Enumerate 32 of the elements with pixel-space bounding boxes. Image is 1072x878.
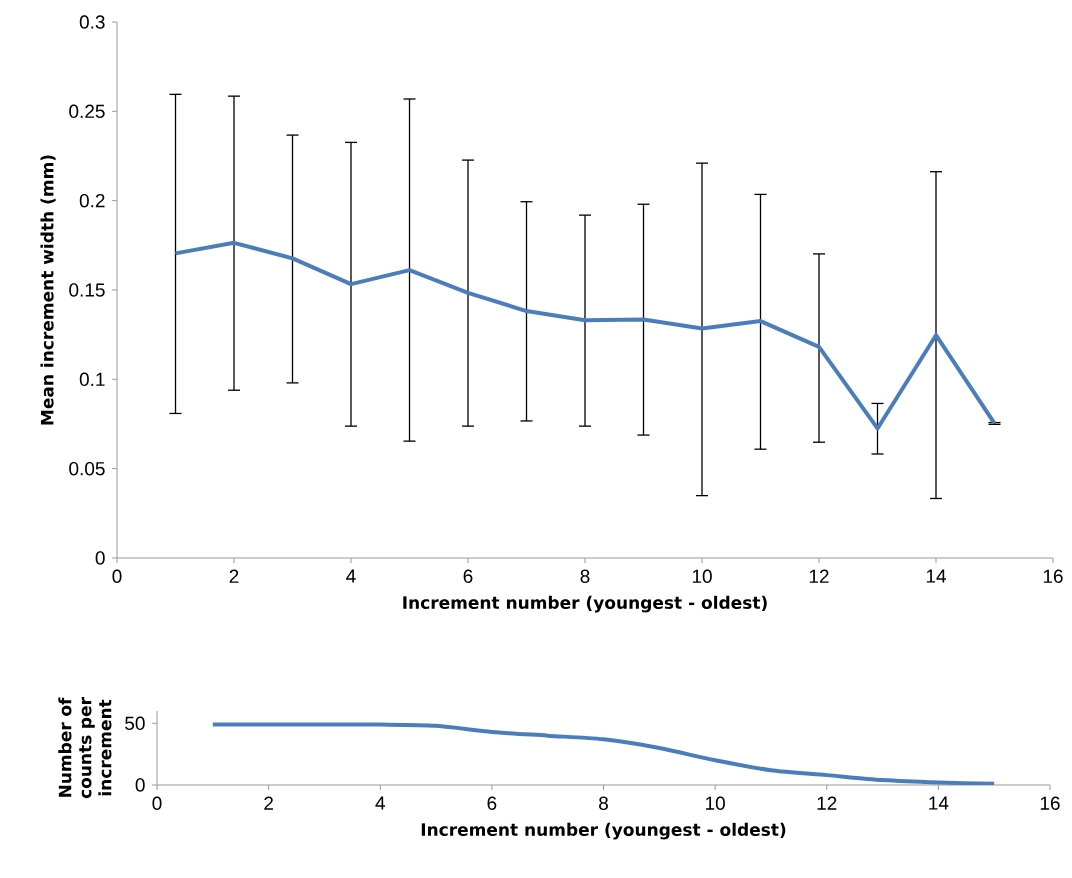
x-tick-label: 16 [1043, 569, 1063, 583]
y-tick-label: 0.2 [79, 193, 105, 208]
line-series [210, 722, 997, 785]
x-tick-label: 4 [375, 796, 385, 810]
x-tick-label: 14 [926, 569, 946, 583]
x-tick-label: 0 [112, 569, 122, 583]
x-tick-label: 2 [229, 569, 239, 583]
x-tick-label: 6 [463, 569, 473, 583]
x-tick-label: 8 [580, 569, 590, 583]
y-tick-label: 0.1 [79, 372, 105, 387]
x-tick-label: 6 [487, 796, 497, 810]
y-tick-label: 0.15 [69, 283, 105, 297]
x-tick-label: 12 [817, 796, 837, 810]
x-tick-label: 10 [706, 796, 725, 810]
y-tick-label: 0.05 [69, 461, 105, 476]
x-tick-label: 14 [929, 796, 949, 810]
x-tick-label: 4 [346, 569, 356, 583]
y-tick-label: 0 [95, 551, 105, 565]
x-axis-title: Increment number (youngest - oldest) [403, 595, 767, 613]
x-tick-label: 0 [152, 796, 162, 810]
y-tick-label: 0.3 [79, 15, 105, 29]
y-tick-label: 50 [125, 716, 145, 731]
x-axis-title: Increment number (youngest - oldest) [421, 822, 786, 840]
y-axis-title: Number of counts per increment [58, 697, 112, 799]
x-tick-label: 16 [1040, 796, 1060, 810]
x-tick-label: 12 [809, 569, 829, 583]
y-axis-title: Mean increment width (mm) [40, 155, 56, 425]
y-tick-label: 0.25 [69, 104, 105, 119]
x-tick-label: 2 [264, 796, 273, 810]
x-tick-label: 10 [692, 569, 712, 583]
line-series [173, 240, 997, 431]
x-tick-label: 8 [599, 796, 608, 810]
